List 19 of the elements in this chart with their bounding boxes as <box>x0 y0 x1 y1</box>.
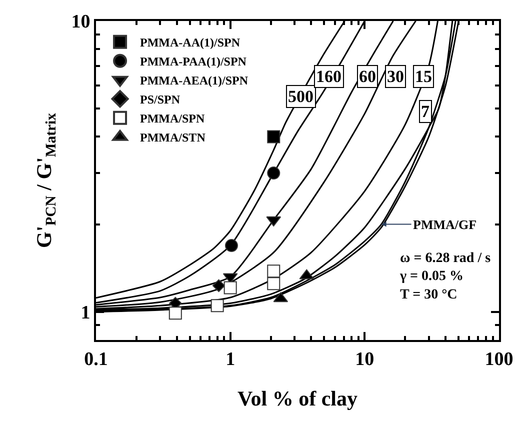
legend-label: PMMA/SPN <box>140 112 206 126</box>
annotation: ω = 6.28 rad / s γ = 0.05 % T = 30 °C <box>399 251 492 302</box>
legend-label: PMMA-PAA(1)/SPN <box>140 54 247 69</box>
annotation: 15 <box>415 67 432 86</box>
legend-label: PMMA/STN <box>140 130 206 145</box>
annotation: 7 <box>421 102 430 121</box>
x-tick-label: 1 <box>226 348 236 370</box>
legend-label: PS/SPN <box>140 92 180 107</box>
annotation: PMMA/GF <box>413 217 477 232</box>
annotation: 30 <box>387 67 404 86</box>
annotation: 500 <box>288 87 314 106</box>
legend-label: PMMA-AEA(1)/SPN <box>140 74 248 88</box>
x-axis-title: Vol % of clay <box>238 386 358 410</box>
x-tick-label: 100 <box>484 348 514 370</box>
x-tick-label: 0.1 <box>84 348 108 370</box>
annotation: 160 <box>316 67 342 86</box>
legend-label: PMMA-AA(1)/SPN <box>140 36 240 50</box>
annotation: 60 <box>359 67 376 86</box>
x-tick-label: 10 <box>355 348 374 370</box>
